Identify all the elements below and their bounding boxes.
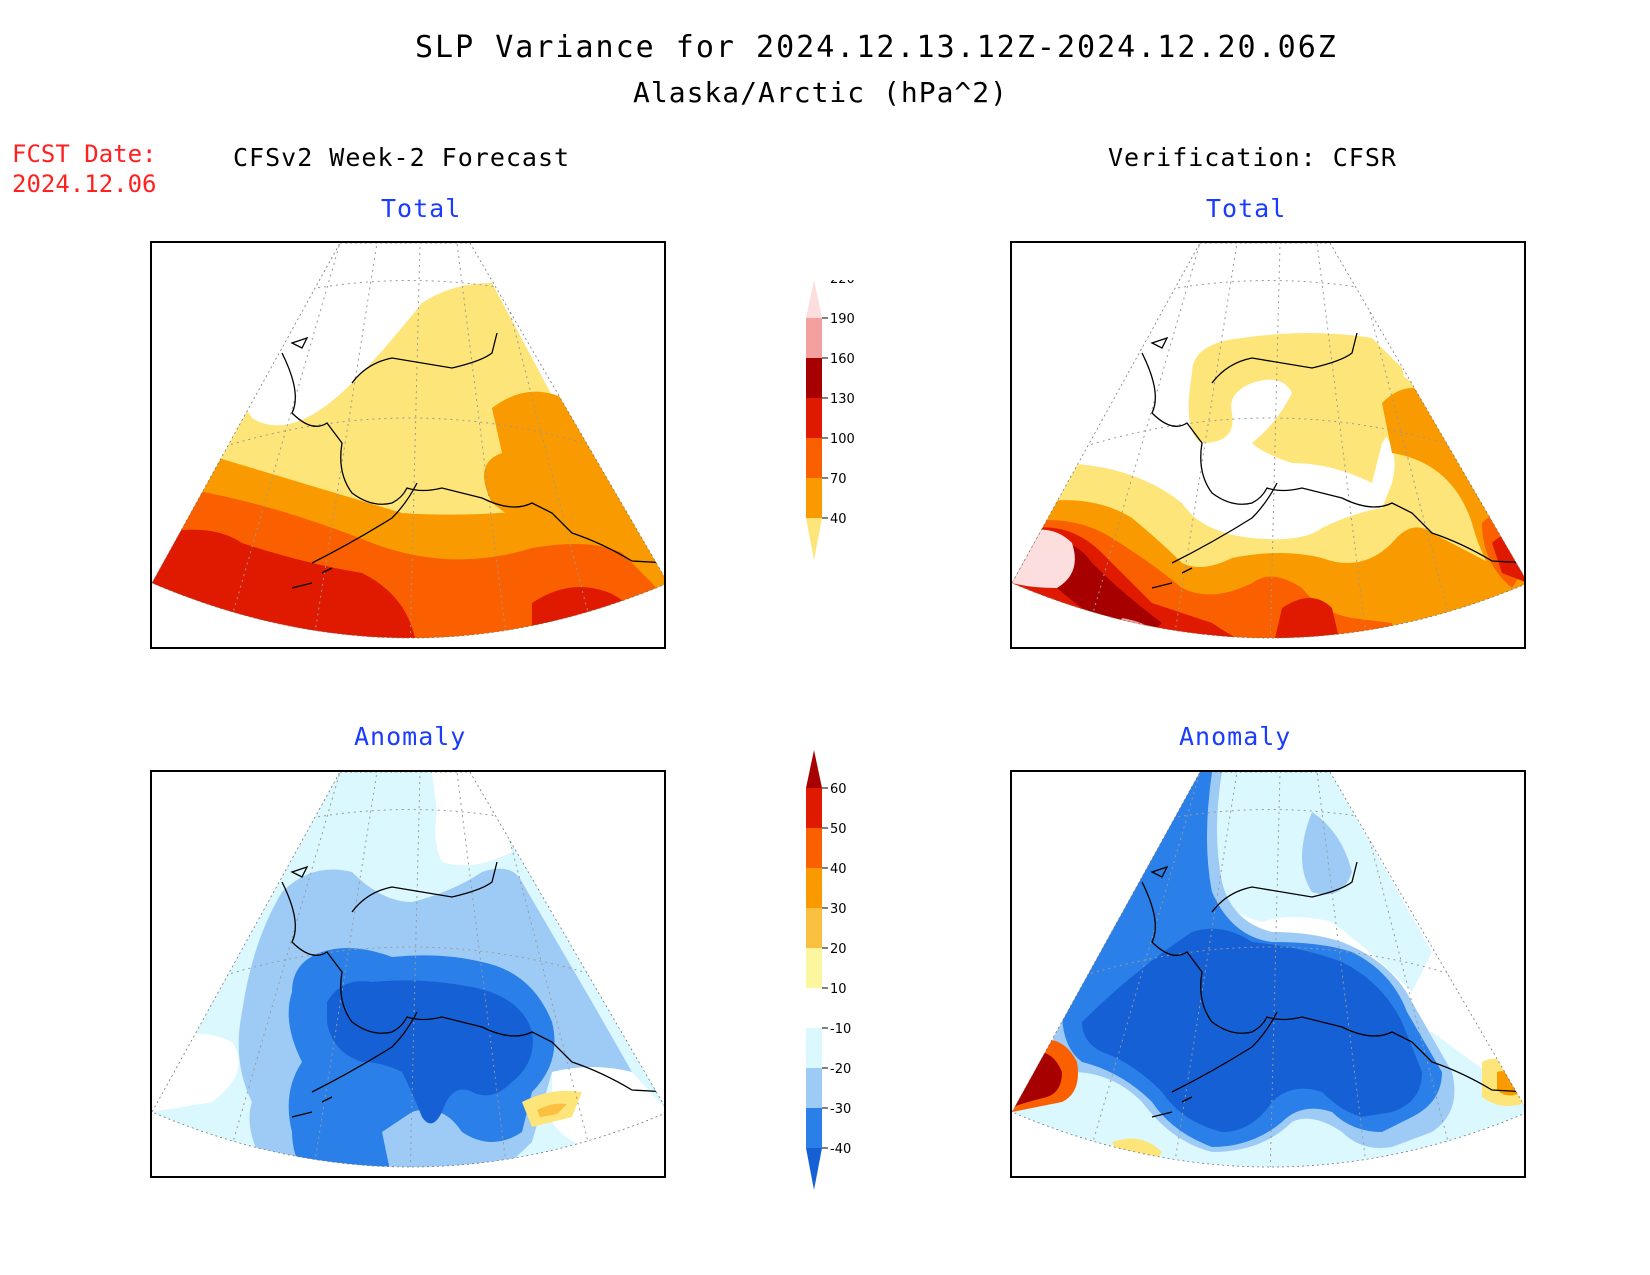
left-column-title: CFSv2 Week-2 Forecast [233,143,571,172]
total-colorbar-tick-label: 100 [830,432,855,447]
forecast-total-map [150,241,666,649]
anomaly-colorbar-segment [806,828,822,868]
anomaly-colorbar-segment [806,988,822,1028]
total-colorbar-segment [806,318,822,358]
anomaly-colorbar-tick-label: -30 [830,1102,851,1117]
anomaly-colorbar-tick-label: 10 [830,982,847,997]
total-colorbar-top-extend [806,280,822,318]
anomaly-colorbar-top-extend [806,750,822,788]
forecast-total-label: Total [381,194,462,223]
forecast-anomaly-label: Anomaly [354,722,467,751]
anomaly-colorbar-tick-label: -10 [830,1022,851,1037]
forecast-anomaly-map [150,770,666,1178]
anomaly-colorbar-tick-label: 60 [830,782,847,797]
total-colorbar-tick-label: 40 [830,512,847,527]
verification-total-label: Total [1206,194,1287,223]
total-colorbar: 40 70 100 130 160 190 220 [806,280,855,560]
total-colorbar-segment [806,398,822,438]
anomaly-colorbar-segment [806,1068,822,1108]
total-colorbar-bottom-extend [806,518,822,560]
figure-title: SLP Variance for 2024.12.13.12Z-2024.12.… [415,30,1338,65]
verification-anomaly-map [1010,770,1526,1178]
anomaly-colorbar: -40 -30 -20 -10 10 20 30 40 50 60 [806,750,851,1190]
total-colorbar-tick-label: 130 [830,392,855,407]
fcst-date-value: 2024.12.06 [12,170,157,198]
anomaly-colorbar-tick-label: 50 [830,822,847,837]
anomaly-colorbar-segment [806,1028,822,1068]
total-colorbar-tick-label: 70 [830,472,847,487]
fcst-date-label: FCST Date: [12,140,157,168]
anomaly-colorbar-tick-label: -40 [830,1142,851,1157]
verification-total-map [1010,241,1526,649]
anomaly-colorbar-segment [806,868,822,908]
total-colorbar-segment [806,478,822,518]
anomaly-colorbar-segment [806,948,822,988]
anomaly-colorbar-tick-label: 40 [830,862,847,877]
anomaly-colorbar-tick-label: -20 [830,1062,851,1077]
figure-subtitle: Alaska/Arctic (hPa^2) [633,76,1009,109]
total-colorbar-tick-label: 220 [830,280,855,287]
anomaly-colorbar-segment [806,788,822,828]
verification-anomaly-label: Anomaly [1179,722,1292,751]
anomaly-colorbar-segment [806,1108,822,1148]
total-colorbar-segment [806,438,822,478]
total-colorbar-tick-label: 160 [830,352,855,367]
anomaly-colorbar-tick-label: 30 [830,902,847,917]
anomaly-colorbar-bottom-extend [806,1148,822,1190]
total-colorbar-tick-label: 190 [830,312,855,327]
anomaly-colorbar-segment [806,908,822,948]
right-column-title: Verification: CFSR [1108,143,1397,172]
anomaly-colorbar-tick-label: 20 [830,942,847,957]
total-colorbar-segment [806,358,822,398]
